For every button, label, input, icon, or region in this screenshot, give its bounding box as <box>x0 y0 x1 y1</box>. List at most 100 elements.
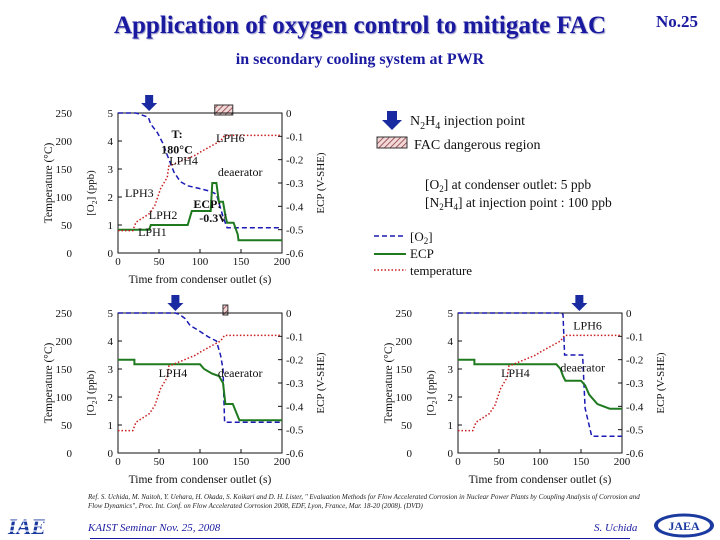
annotation-0-0: T: <box>171 127 182 141</box>
series-o2-0 <box>118 112 282 229</box>
temp-axis-label-0-text: Temperature (°C) <box>43 142 55 223</box>
slide-title: Application of oxygen control to mitigat… <box>113 12 607 39</box>
ecp-axis-label-1-text: ECP (V-SHE) <box>315 352 327 414</box>
o2-axis-label-1-text: [O2] (ppb) <box>85 370 99 416</box>
temp-tick-label-1-1: 50 <box>61 420 73 432</box>
annotation-1-1: deaerator <box>218 366 263 380</box>
temp-tick-label-1-5: 250 <box>56 308 73 320</box>
ecp-tick-label-2-1: -0.1 <box>626 331 643 343</box>
ecp-tick-label-0-2: -0.2 <box>286 155 303 167</box>
injection-arrow-shaft <box>171 295 180 303</box>
series-temp-2 <box>458 334 622 432</box>
annotation-0-8: -0.3V <box>199 211 227 225</box>
x-tick-label-2-1: 50 <box>494 456 506 468</box>
o2-tick-label-0-3: 3 <box>108 164 114 176</box>
o2-tick-label-1-5: 5 <box>108 308 114 320</box>
temp-axis-label-2: Temperature (°C) <box>383 342 395 423</box>
x-tick-label-2-0: 0 <box>455 456 461 468</box>
annotation-2-1: LPH4 <box>501 366 530 380</box>
temp-tick-label-0-2: 100 <box>56 192 73 204</box>
injection-arrow-2 <box>571 295 588 311</box>
legend-injection-label: N2H4 injection point <box>410 114 525 132</box>
injection-arrow-1 <box>167 295 184 311</box>
x-tick-label-1-4: 200 <box>274 456 291 468</box>
temp-tick-label-2-0: 0 <box>407 448 413 460</box>
annotation-2-2: deaerator <box>560 361 605 375</box>
x-tick-label-2-2: 100 <box>532 456 549 468</box>
o2-tick-label-0-0: 0 <box>108 248 114 260</box>
injection-arrow-0 <box>141 95 158 111</box>
o2-tick-label-0-4: 4 <box>108 136 114 148</box>
legend-fac-label: FAC dangerous region <box>414 138 541 153</box>
ecp-tick-label-2-2: -0.2 <box>626 355 643 367</box>
reference-line-1: Ref. S. Uchida, M. Naitoh, Y. Uehara, H.… <box>88 493 640 501</box>
plot-frame-2 <box>457 312 623 454</box>
o2-axis-label-2-text: [O2] (ppb) <box>425 370 439 416</box>
o2-axis-label-0: [O2] (ppb) <box>85 170 99 216</box>
annotation-2-0: LPH6 <box>573 319 602 333</box>
o2-tick-label-0-2: 2 <box>108 192 114 204</box>
x-tick-label-0-0: 0 <box>115 256 121 268</box>
x-tick-label-1-0: 0 <box>115 456 121 468</box>
note-injection-n2h4: [N2H4] at injection point : 100 ppb <box>425 195 612 212</box>
injection-arrow-head <box>167 303 184 311</box>
seminar-footer: KAIST Seminar Nov. 25, 2008 <box>88 522 221 534</box>
o2-tick-label-2-3: 3 <box>448 364 454 376</box>
fac-region-1 <box>222 304 229 316</box>
o2-tick-label-2-5: 5 <box>448 308 454 320</box>
x-tick-label-0-4: 200 <box>274 256 291 268</box>
footer-divider <box>90 538 630 539</box>
x-tick-label-2-4: 200 <box>614 456 631 468</box>
series-o2-1 <box>118 312 282 423</box>
temp-tick-label-1-4: 200 <box>56 336 73 348</box>
note-condenser-o2: [O2] at condenser outlet: 5 ppb <box>425 177 591 194</box>
legend: N2H4 injection point FAC dangerous regio… <box>374 111 612 278</box>
temp-tick-label-2-4: 200 <box>396 336 413 348</box>
annotation-0-9: LPH1 <box>138 225 167 239</box>
temp-tick-label-0-5: 250 <box>56 108 73 120</box>
o2-tick-label-0-5: 5 <box>108 108 114 120</box>
o2-tick-label-2-2: 2 <box>448 392 454 404</box>
injection-arrow-icon <box>382 111 402 130</box>
x-tick-label-2-3: 150 <box>573 456 590 468</box>
ecp-tick-label-1-5: -0.5 <box>286 425 304 437</box>
injection-arrow-shaft <box>145 95 154 103</box>
ecp-tick-label-1-4: -0.4 <box>286 401 304 413</box>
annotation-0-3: LPH4 <box>169 154 198 168</box>
o2-tick-label-1-2: 2 <box>108 392 114 404</box>
temp-axis-label-1-text: Temperature (°C) <box>43 342 55 423</box>
annotation-0-1: 180°C <box>161 142 192 156</box>
reference-note: Ref. S. Uchida, M. Naitoh, Y. Uehara, H.… <box>88 493 713 511</box>
o2-axis-label-0-text: [O2] (ppb) <box>85 170 99 216</box>
ecp-axis-label-1: ECP (V-SHE) <box>315 352 327 414</box>
ecp-tick-label-1-0: 0 <box>286 308 292 320</box>
series-ecp-0 <box>118 182 282 242</box>
ecp-tick-label-0-6: -0.6 <box>286 248 304 260</box>
o2-tick-label-0-1: 1 <box>108 220 114 232</box>
series-ecp-1 <box>118 358 282 422</box>
temp-tick-label-1-2: 100 <box>56 392 73 404</box>
x-axis-label-2: Time from condenser outlet (s) <box>469 474 612 486</box>
temp-tick-label-0-3: 150 <box>56 164 73 176</box>
temp-tick-label-0-4: 200 <box>56 136 73 148</box>
ecp-tick-label-1-1: -0.1 <box>286 331 303 343</box>
annotation-0-7: LPH2 <box>149 208 178 222</box>
legend-ecp-label: ECP <box>410 246 434 261</box>
x-tick-label-1-2: 100 <box>192 456 209 468</box>
reference-line-2: Flow Dynamics", Proc. Int. Conf. on Flow… <box>88 502 423 510</box>
ecp-tick-label-0-5: -0.5 <box>286 225 304 237</box>
temp-tick-label-2-5: 250 <box>396 308 413 320</box>
o2-tick-label-2-1: 1 <box>448 420 454 432</box>
o2-tick-label-1-0: 0 <box>108 448 114 460</box>
series-ecp-2 <box>458 358 622 410</box>
o2-tick-label-1-1: 1 <box>108 420 114 432</box>
temp-axis-label-1: Temperature (°C) <box>43 342 55 423</box>
o2-tick-label-1-4: 4 <box>108 336 114 348</box>
slide-number: No.25 <box>655 12 698 31</box>
injection-arrow-shaft <box>575 295 584 303</box>
jaea-logo: JAEA <box>654 513 714 538</box>
ecp-tick-label-2-6: -0.6 <box>626 448 644 460</box>
